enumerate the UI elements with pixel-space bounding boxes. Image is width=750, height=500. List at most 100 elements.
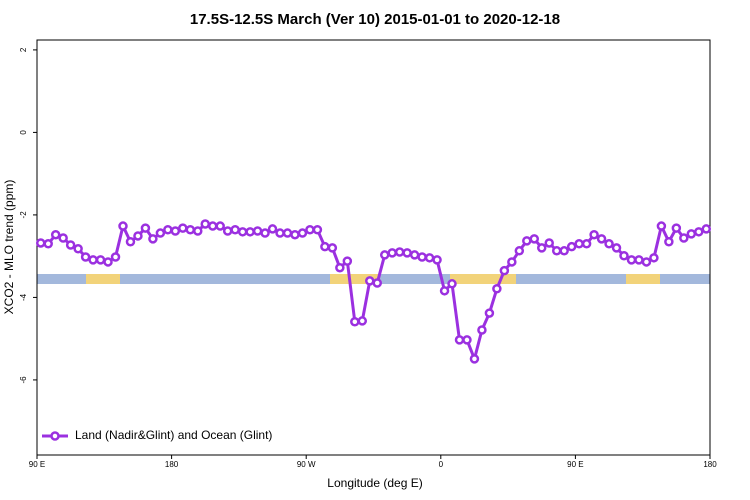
data-point	[267, 224, 278, 234]
data-point	[163, 225, 173, 235]
data-point	[417, 252, 427, 262]
data-point	[252, 226, 263, 236]
data-point	[73, 243, 83, 254]
data-point	[462, 335, 472, 345]
data-point	[551, 246, 562, 256]
y-tick-label: 2	[19, 47, 28, 52]
data-point	[327, 243, 338, 253]
y-tick-label: -2	[19, 211, 28, 219]
data-point	[148, 234, 158, 244]
data-point	[110, 252, 121, 262]
data-point	[507, 257, 517, 267]
data-point	[379, 250, 390, 260]
data-point	[499, 265, 510, 276]
data-point	[140, 223, 151, 233]
data-point	[193, 226, 203, 236]
data-point	[432, 255, 442, 265]
data-point	[207, 221, 218, 231]
data-point	[492, 284, 502, 294]
data-point	[43, 239, 53, 249]
data-point	[537, 243, 547, 253]
x-tick-label: 0	[439, 460, 444, 469]
data-point	[694, 227, 704, 237]
x-tick-label: 90 W	[297, 460, 316, 469]
data-point	[275, 228, 285, 238]
data-point	[320, 241, 330, 252]
data-point	[230, 225, 240, 235]
data-point	[50, 229, 61, 240]
data-point	[372, 278, 382, 288]
data-point	[65, 240, 76, 250]
data-point	[335, 262, 345, 273]
data-point	[679, 233, 689, 243]
y-tick-label: -6	[19, 376, 28, 384]
data-point	[282, 228, 293, 238]
data-point	[469, 354, 480, 364]
data-point	[619, 251, 629, 261]
data-point	[596, 234, 607, 244]
data-point	[611, 243, 622, 253]
data-point	[484, 308, 495, 318]
data-point	[88, 255, 98, 265]
y-axis-label: XCO2 - MLO trend (ppm)	[2, 180, 16, 315]
data-point	[58, 233, 68, 243]
data-point	[80, 252, 91, 262]
data-point	[155, 228, 166, 238]
data-point	[589, 229, 599, 240]
data-point	[581, 239, 592, 249]
data-point	[604, 239, 614, 249]
data-point	[454, 335, 465, 345]
data-point	[170, 226, 181, 236]
data-point	[35, 238, 46, 248]
data-point	[522, 236, 532, 246]
data-point	[641, 257, 652, 267]
data-point	[305, 225, 315, 235]
data-point	[342, 256, 353, 266]
data-point	[290, 229, 300, 240]
data-point	[574, 239, 584, 249]
data-point	[402, 248, 412, 258]
x-tick-label: 180	[165, 460, 179, 469]
data-point	[245, 227, 255, 237]
land-strip	[626, 274, 660, 284]
data-point	[559, 246, 569, 256]
data-point	[409, 250, 420, 260]
data-point	[634, 255, 644, 265]
data-point	[649, 253, 659, 263]
x-axis-label: Longitude (deg E)	[327, 476, 422, 490]
legend-label: Land (Nadir&Glint) and Ocean (Glint)	[75, 428, 272, 442]
land-strip	[86, 274, 120, 284]
data-point	[200, 219, 210, 229]
data-point	[178, 223, 188, 233]
data-point	[664, 236, 674, 247]
x-tick-label: 90 E	[567, 460, 583, 469]
data-point	[215, 221, 225, 231]
data-point	[365, 276, 375, 286]
plot-frame	[36, 39, 711, 456]
data-point	[394, 247, 405, 257]
data-point	[125, 236, 136, 247]
data-point	[260, 228, 270, 238]
data-point	[477, 325, 487, 335]
x-tick-label: 90 E	[29, 460, 45, 469]
data-point	[387, 248, 397, 258]
data-point	[447, 279, 457, 289]
data-point	[185, 225, 196, 235]
y-tick-label: -4	[19, 293, 28, 301]
data-point	[133, 231, 143, 241]
data-point	[237, 227, 248, 237]
data-point	[701, 224, 712, 234]
data-point	[439, 286, 450, 296]
data-point	[118, 221, 128, 231]
y-tick-label: 0	[19, 130, 28, 135]
data-point	[544, 238, 554, 248]
data-point	[514, 246, 525, 256]
data-point	[656, 221, 667, 231]
legend-marker	[50, 431, 60, 441]
land-strip	[330, 274, 380, 284]
data-point	[566, 241, 577, 252]
data-point	[357, 316, 368, 326]
land-strip	[450, 274, 516, 284]
